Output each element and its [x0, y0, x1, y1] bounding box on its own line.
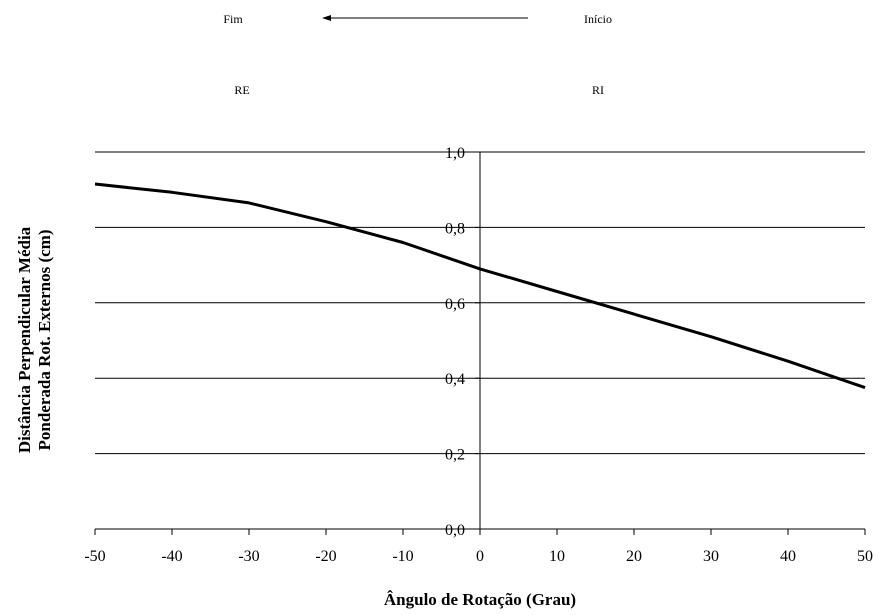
direction-arrow-head-icon [322, 15, 331, 21]
x-tick-label-8: 30 [703, 548, 719, 565]
y-tick-label-1: 0,2 [445, 447, 465, 464]
x-tick-label-10: 50 [857, 548, 873, 565]
y-axis-ticks: 0,0 0,2 0,4 0,6 0,8 1,0 [445, 145, 480, 539]
annotation-re: RE [234, 83, 249, 97]
x-tick-label-5: 0 [476, 548, 484, 565]
y-axis-title: Distância Perpendicular Média Ponderada … [15, 226, 54, 453]
y-tick-label-0: 0,0 [445, 522, 465, 539]
y-tick-label-4: 0,8 [445, 220, 465, 237]
x-tick-label-2: -30 [238, 548, 259, 565]
x-axis-title: Ângulo de Rotação (Grau) [384, 590, 576, 609]
y-tick-label-2: 0,4 [445, 371, 465, 388]
series-line-0 [94, 182, 866, 390]
x-tick-label-3: -20 [315, 548, 336, 565]
x-tick-label-9: 40 [780, 548, 796, 565]
x-tick-label-0: -50 [84, 548, 105, 565]
x-tick-label-4: -10 [392, 548, 413, 565]
x-tick-label-7: 20 [626, 548, 642, 565]
series-group [94, 182, 866, 390]
x-tick-label-6: 10 [549, 548, 565, 565]
y-axis-title-line-1: Distância Perpendicular Média [15, 226, 34, 453]
y-tick-label-5: 1,0 [445, 145, 465, 162]
annotation-fim: Fim [223, 12, 243, 26]
y-tick-label-3: 0,6 [445, 296, 465, 313]
x-axis-ticks: -50 -40 -30 -20 -10 0 10 20 30 40 50 [84, 529, 873, 565]
x-tick-label-1: -40 [161, 548, 182, 565]
y-axis-title-line-2: Ponderada Rot. Externos (cm) [35, 230, 54, 451]
annotation-inicio: Início [584, 12, 612, 26]
axes [95, 152, 865, 530]
annotation-ri: RI [592, 83, 604, 97]
